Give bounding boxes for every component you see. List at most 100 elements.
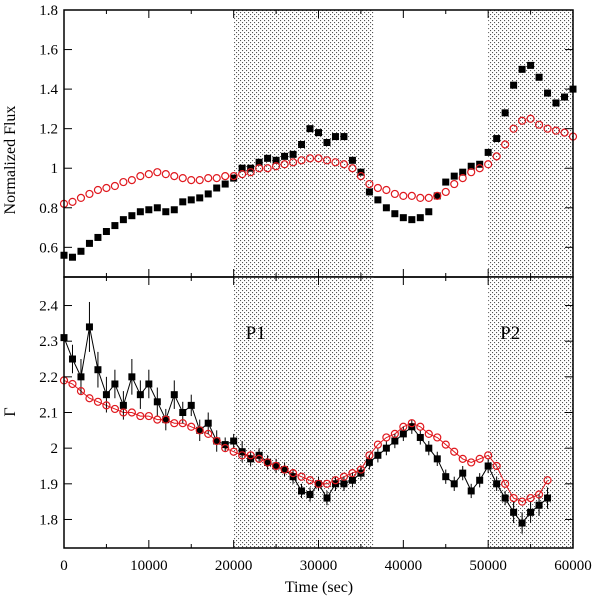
flux-series-2-point (229, 172, 238, 181)
flux-y-tick-label: 1 (51, 161, 59, 177)
flux-series-1-point (391, 210, 399, 218)
gamma-series-2-point (492, 461, 501, 471)
gamma-series-2-point (356, 465, 366, 474)
flux-series-1-point (518, 65, 526, 73)
gamma-series-1-point (170, 391, 178, 399)
gamma-series-1-point (281, 466, 289, 474)
gamma-series-1-point (476, 476, 484, 484)
gamma-series-2-point (102, 401, 111, 410)
gamma-series-1-point (535, 501, 543, 509)
gamma-series-2-point (382, 433, 391, 442)
gamma-series-1-point (272, 462, 280, 470)
flux-y-tick-label: 1.6 (39, 43, 58, 59)
flux-series-1-point (77, 247, 85, 255)
gamma-series-2-point (441, 440, 450, 449)
flux-series-2-point (314, 154, 323, 163)
x-tick-label: 60000 (554, 558, 592, 574)
gamma-series-2-point (543, 476, 552, 485)
gamma-series-2-point (263, 458, 272, 467)
flux-series-1-point (128, 212, 136, 220)
gamma-series-2-point (119, 408, 128, 417)
gamma-series-2-point (297, 472, 306, 481)
flux-series-2-point (93, 185, 103, 195)
gamma-series-1-point (264, 458, 272, 466)
gamma-series-2-point (271, 461, 281, 471)
gamma-series-2-point (280, 465, 289, 474)
flux-series-2-point (390, 189, 399, 199)
flux-series-1-point (119, 216, 127, 224)
flux-series-2-point (501, 140, 510, 149)
gamma-series-1-point (348, 476, 356, 484)
flux-series-1-point (331, 133, 339, 141)
gamma-series-2-point (517, 497, 527, 506)
flux-series-1-point (102, 228, 110, 236)
gamma-series-1-point (433, 455, 441, 463)
flux-series-2-point (305, 154, 315, 163)
gamma-series-2-point (399, 422, 408, 431)
gamma-series-2-point (458, 454, 467, 463)
gamma-series-1-point (340, 480, 348, 488)
flux-series-1-point (162, 208, 170, 216)
flux-series-2-point (484, 160, 493, 169)
flux-series-2-point (450, 179, 459, 189)
gamma-series-1-point (450, 480, 458, 488)
gamma-y-tick-label: 2.3 (39, 334, 58, 350)
flux-series-1-point (416, 214, 424, 222)
gamma-series-1-point (527, 508, 535, 516)
flux-series-2-point (526, 114, 535, 123)
gamma-series-2-point (229, 447, 238, 456)
flux-series-1-point (501, 109, 509, 117)
flux-series-1-point (94, 233, 102, 241)
gamma-series-2-point (93, 397, 103, 406)
gamma-series-2-point (365, 451, 374, 460)
gamma-series-2-point (475, 454, 484, 463)
gamma-series-2-point (161, 415, 170, 424)
flux-series-2-point (144, 170, 153, 179)
gamma-series-1-point (391, 437, 399, 445)
flux-series-2-point (424, 193, 433, 202)
flux-series-1-point (298, 140, 306, 148)
x-axis-label: Time (sec) (285, 579, 353, 596)
gamma-series-2-point (68, 379, 77, 389)
flux-series-1-point (348, 156, 356, 164)
gamma-series-1-point (501, 494, 509, 502)
gamma-series-2-point (153, 415, 162, 424)
gamma-series-1-point (510, 508, 518, 516)
x-tick-label: 0 (60, 558, 68, 574)
gamma-series-2-point (314, 479, 323, 488)
gamma-series-2-point (450, 447, 459, 456)
flux-series-1-point (145, 206, 153, 214)
flux-series-2-point (399, 191, 408, 201)
gamma-series-1-point (467, 487, 475, 495)
gamma-series-1-point (298, 487, 306, 495)
gamma-series-2-point (390, 429, 399, 438)
flux-series-2-point (288, 158, 298, 167)
gamma-shaded-region-1 (233, 277, 374, 548)
flux-series-2-point (280, 160, 289, 169)
gamma-series-1-point (425, 444, 433, 452)
flux-series-1-point (213, 184, 221, 192)
flux-series-2-point (110, 181, 120, 191)
flux-series-2-point (153, 168, 162, 177)
gamma-series-2-point (288, 469, 298, 478)
flux-series-1-point (382, 204, 390, 212)
gamma-series-2-point (305, 476, 315, 485)
gamma-series-2-point (170, 419, 179, 428)
gamma-series-1-point (119, 401, 127, 409)
gamma-series-2-point (509, 493, 518, 503)
flux-series-1-point (399, 214, 407, 222)
gamma-series-2-point (416, 422, 425, 431)
gamma-series-2-point (534, 490, 544, 499)
gamma-series-2-point (221, 444, 230, 453)
x-tick-label: 50000 (469, 558, 507, 574)
gamma-series-2-point (187, 422, 196, 431)
flux-series-1-point (153, 204, 161, 212)
gamma-series-2-point (339, 472, 349, 481)
flux-series-2-point (322, 156, 332, 165)
flux-series-2-point (297, 156, 306, 165)
flux-series-1-point (450, 172, 458, 180)
gamma-series-1-point (315, 480, 322, 488)
flux-series-1-point (85, 239, 93, 247)
gamma-series-2-point (136, 411, 145, 421)
gamma-series-1-point (323, 494, 331, 502)
